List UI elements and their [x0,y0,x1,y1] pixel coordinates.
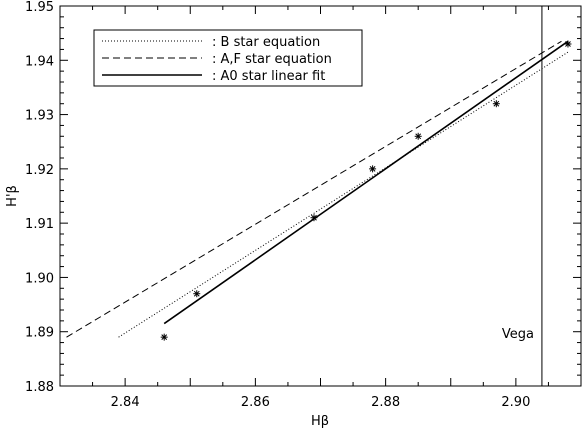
y-tick-label: 1.93 [25,109,54,124]
series-line-b-star [118,51,569,338]
y-tick-label: 1.88 [25,380,54,395]
data-point-asterisk [492,100,500,108]
data-point-asterisk [160,333,168,341]
series-line-a0-fit [163,40,569,325]
x-tick-label: 2.86 [241,395,270,410]
y-tick-label: 1.95 [25,0,54,15]
y-tick-label: 1.94 [25,54,54,69]
y-tick-label: 1.90 [25,271,54,286]
legend: : B star equation : A,F star equation : … [93,29,363,87]
data-point-asterisk [193,290,201,298]
legend-label-b-star: : B star equation [212,35,320,50]
x-axis-title: Hβ [311,414,329,429]
series-line-af-star [66,40,562,338]
x-axis-ticks: 2.84 2.86 2.88 2.90 [59,6,582,410]
vega-line-group: Vega [502,6,543,386]
y-tick-label: 1.92 [25,163,54,178]
series-lines [66,40,569,338]
y-axis-ticks: 1.88 1.89 1.90 1.91 1.92 1.93 1.94 1.95 [25,0,581,395]
data-point-asterisk [414,132,422,140]
x-tick-label: 2.90 [501,395,530,410]
data-points [160,40,572,341]
y-axis-title: H'β [5,185,20,207]
data-point-asterisk [564,40,572,48]
legend-label-a0-fit: : A0 star linear fit [212,69,325,84]
data-point-asterisk [369,165,377,173]
y-tick-label: 1.91 [25,217,54,232]
legend-label-af-star: : A,F star equation [212,52,332,67]
x-tick-label: 2.84 [111,395,140,410]
vega-label: Vega [502,327,534,342]
data-point-asterisk [310,214,318,222]
y-tick-label: 1.89 [25,326,54,341]
x-tick-label: 2.88 [371,395,400,410]
